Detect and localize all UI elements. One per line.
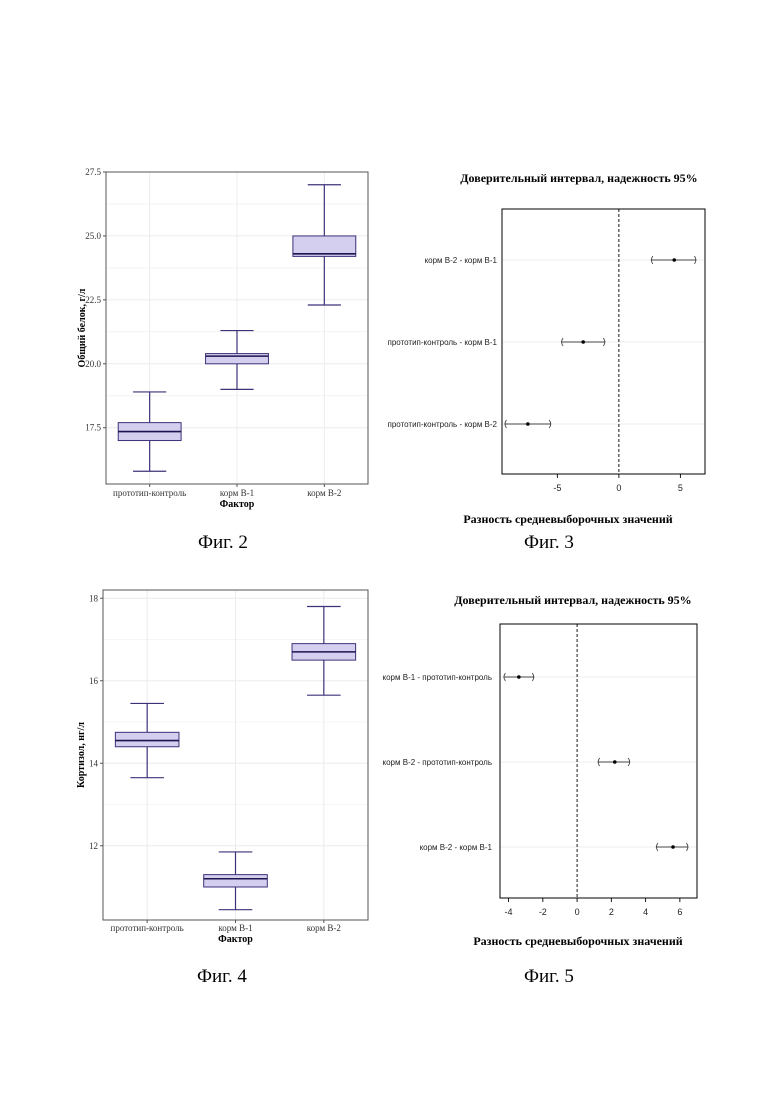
estimate-point xyxy=(581,340,585,344)
interval-lower-bracket xyxy=(503,672,506,682)
estimate-point xyxy=(526,422,530,426)
estimate-point xyxy=(612,760,617,764)
plot-frame xyxy=(501,208,706,475)
comparison-label: прототип-контроль - корм В-2 xyxy=(388,420,498,429)
comparison-label: прототип-контроль - корм В-1 xyxy=(388,338,498,347)
interval-lower-bracket xyxy=(650,255,654,265)
chart-title: Доверительный интервал, надежность 95% xyxy=(460,171,697,185)
box-iqr xyxy=(114,731,180,748)
interval-upper-bracket xyxy=(602,337,606,347)
y-tick-label: 12 xyxy=(89,841,98,851)
estimate-point xyxy=(671,845,675,849)
box-iqr xyxy=(203,874,268,888)
y-tick-label: 22.5 xyxy=(85,295,101,305)
caption-fig2: Фиг. 2 xyxy=(198,532,248,553)
interval-upper-bracket xyxy=(686,842,689,852)
y-tick-label: 18 xyxy=(89,593,99,603)
plot-frame xyxy=(499,623,698,899)
comparison-label: корм В-1 - прототип-контроль xyxy=(383,673,492,682)
fig3-confidence-interval-chart: Доверительный интервал, надежность 95% ко… xyxy=(388,171,706,526)
interval-upper-bracket xyxy=(627,757,631,767)
x-tick-label: 4 xyxy=(643,907,648,917)
comparison-label: корм В-2 - корм В-1 xyxy=(420,843,493,852)
x-tick-label: 5 xyxy=(678,483,683,493)
estimate-point xyxy=(517,675,521,679)
interval-upper-bracket xyxy=(548,419,552,429)
x-category-label: прототип-контроль xyxy=(113,488,186,498)
estimate-point xyxy=(672,258,677,262)
x-category-label: корм В-1 xyxy=(220,488,254,498)
x-category-label: корм В-2 xyxy=(307,923,341,933)
comparison-label: корм В-2 - прототип-контроль xyxy=(383,758,492,767)
x-tick-label: -2 xyxy=(539,907,547,917)
caption-fig4: Фиг. 4 xyxy=(197,966,247,987)
y-tick-label: 17.5 xyxy=(85,423,101,433)
x-tick-label: 2 xyxy=(609,907,614,917)
y-tick-label: 16 xyxy=(89,676,99,686)
x-axis-title: Фактор xyxy=(218,934,253,945)
y-tick-label: 25.0 xyxy=(85,231,101,241)
y-tick-label: 14 xyxy=(89,758,99,768)
fig2-boxplot-total-protein: 17.5 20.0 22.5 25.0 27.5 Общий белок, г/л прот… xyxy=(77,167,369,510)
y-axis-title: Кортизол, нг/л xyxy=(76,722,87,788)
comparison-label: корм В-2 - корм В-1 xyxy=(425,256,498,265)
box-iqr xyxy=(292,235,357,257)
interval-upper-bracket xyxy=(694,255,697,265)
y-axis-title: Общий белок, г/л xyxy=(77,288,88,367)
fig5-confidence-interval-chart: Доверительный интервал, надежность 95% ко… xyxy=(383,593,698,948)
fig4-boxplot-cortisol: 12 14 16 18 Кортизол, нг/л прототип-контроль к… xyxy=(76,589,369,945)
chart-title: Доверительный интервал, надежность 95% xyxy=(454,593,691,607)
interval-lower-bracket xyxy=(597,757,601,767)
interval-lower-bracket xyxy=(504,419,507,429)
x-tick-label: 0 xyxy=(575,907,580,917)
x-category-label: корм В-2 xyxy=(307,488,341,498)
x-tick-label: -4 xyxy=(505,907,513,917)
x-tick-label: -5 xyxy=(553,483,561,493)
x-category-label: корм В-1 xyxy=(218,923,252,933)
y-tick-label: 20.0 xyxy=(85,359,101,369)
interval-lower-bracket xyxy=(655,842,659,852)
x-axis-title: Фактор xyxy=(220,499,255,510)
interval-lower-bracket xyxy=(561,337,564,347)
x-axis-title: Разность средневыборочных значений xyxy=(463,512,672,526)
caption-fig3: Фиг. 3 xyxy=(524,532,574,553)
x-tick-label: 6 xyxy=(677,907,682,917)
x-category-label: прототип-контроль xyxy=(111,923,184,933)
x-axis-title: Разность средневыборочных значений xyxy=(473,934,682,948)
interval-upper-bracket xyxy=(531,672,535,682)
box-iqr xyxy=(205,353,269,365)
y-tick-label: 27.5 xyxy=(85,167,101,177)
caption-fig5: Фиг. 5 xyxy=(524,966,574,987)
x-tick-label: 0 xyxy=(616,483,621,493)
